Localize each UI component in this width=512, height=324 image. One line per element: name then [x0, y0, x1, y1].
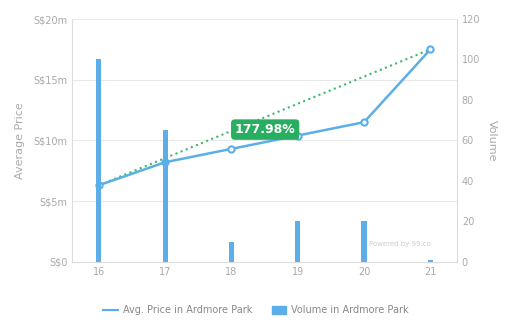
Bar: [361, 221, 367, 262]
Bar: [96, 60, 101, 262]
Y-axis label: Average Price: Average Price: [15, 102, 25, 179]
Bar: [428, 260, 433, 262]
Legend: Avg. Price in Ardmore Park, Volume in Ardmore Park: Avg. Price in Ardmore Park, Volume in Ar…: [99, 301, 413, 319]
Bar: [162, 130, 168, 262]
Y-axis label: Volume: Volume: [487, 120, 497, 161]
Bar: [229, 241, 234, 262]
Text: 177.98%: 177.98%: [235, 123, 295, 136]
Bar: [295, 221, 301, 262]
Text: Powered by 99.co: Powered by 99.co: [369, 241, 431, 247]
